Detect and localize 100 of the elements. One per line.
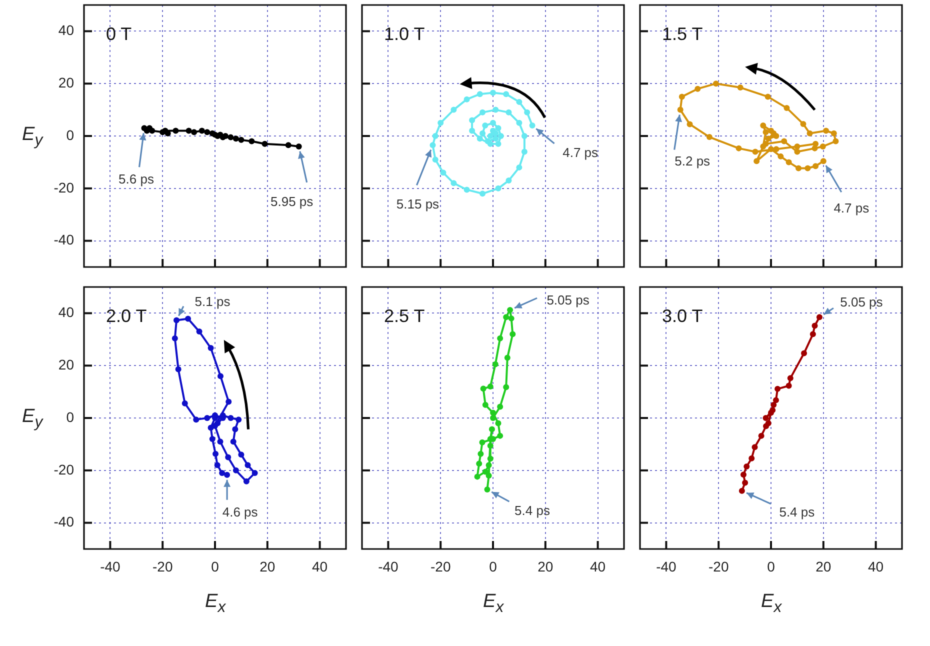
point: [484, 486, 490, 493]
point: [812, 322, 818, 329]
annotation: 4.6 ps: [222, 504, 258, 520]
point: [432, 156, 438, 163]
annotation: 5.4 ps: [779, 504, 816, 520]
point: [193, 416, 200, 423]
point: [182, 400, 188, 406]
point: [677, 106, 684, 113]
point: [285, 142, 292, 148]
point: [516, 120, 522, 126]
point: [492, 130, 499, 136]
point: [232, 467, 239, 474]
text: 2.0 T: [106, 306, 147, 326]
x-tick-label: -40: [656, 558, 677, 574]
point: [764, 94, 771, 100]
point: [498, 133, 504, 139]
x-tick-label: 40: [868, 558, 884, 574]
point: [686, 121, 693, 128]
point: [480, 109, 486, 116]
point: [762, 129, 769, 136]
x-tick-label: 20: [538, 558, 554, 574]
point: [495, 140, 502, 147]
point: [212, 450, 219, 457]
point: [760, 122, 766, 129]
point: [476, 91, 483, 98]
point: [217, 438, 224, 445]
point: [503, 314, 510, 320]
x-axis-title: E$_{x}$: [205, 591, 226, 617]
y-tick-label: 40: [58, 22, 74, 38]
point: [495, 185, 502, 192]
point: [450, 180, 457, 186]
annotation: 5.05 ps: [546, 292, 590, 308]
point: [487, 384, 494, 390]
point: [503, 91, 510, 98]
y-tick-label: -20: [54, 179, 74, 196]
annotation: 5.4 ps: [514, 503, 550, 518]
point: [208, 345, 214, 352]
point: [484, 138, 491, 144]
point: [768, 146, 774, 152]
x-tick-label: 40: [590, 558, 606, 574]
point: [486, 472, 492, 479]
point: [748, 455, 755, 462]
point: [224, 472, 230, 478]
point: [800, 120, 806, 127]
point: [786, 382, 792, 389]
point: [508, 315, 514, 322]
y-tick-label: 40: [58, 304, 74, 320]
point: [794, 143, 800, 150]
point: [438, 120, 444, 126]
point: [219, 470, 226, 476]
point: [762, 140, 769, 147]
x-tick-label: -40: [378, 558, 399, 574]
point: [524, 109, 530, 116]
point: [820, 158, 826, 164]
point: [810, 331, 816, 338]
annotation: 5.2 ps: [674, 153, 711, 168]
x-tick-label: -20: [152, 558, 173, 574]
text: 1.0 T: [384, 24, 425, 44]
point: [469, 117, 476, 124]
point: [516, 164, 522, 170]
point: [474, 474, 480, 480]
point: [832, 138, 839, 144]
point: [238, 136, 244, 143]
point: [504, 354, 510, 361]
y-tick-label: 0: [66, 126, 74, 143]
text: 3.0 T: [662, 306, 703, 326]
point: [762, 415, 769, 421]
point: [770, 402, 777, 408]
point: [492, 136, 499, 142]
point: [770, 130, 777, 136]
x-tick-label: 0: [211, 558, 220, 574]
point: [490, 90, 496, 96]
point: [804, 165, 811, 172]
point: [497, 432, 504, 439]
point: [430, 142, 436, 148]
point: [232, 426, 238, 432]
point: [801, 350, 808, 356]
point: [521, 148, 528, 155]
point: [487, 442, 494, 449]
point: [506, 178, 512, 184]
point: [196, 328, 202, 335]
point: [490, 410, 496, 416]
annotation: 5.1 ps: [194, 294, 231, 309]
annotation: 5.05 ps: [840, 294, 884, 310]
y-axis-title: E$_{y}$: [22, 406, 43, 432]
annotation: 4.7 ps: [562, 145, 599, 160]
point: [742, 480, 748, 486]
x-tick-label: 0: [767, 558, 776, 574]
point: [480, 386, 486, 392]
point: [487, 133, 494, 139]
point: [752, 444, 758, 450]
point: [469, 128, 476, 134]
point: [214, 420, 221, 426]
point: [744, 463, 750, 470]
point: [476, 136, 483, 142]
point: [516, 98, 522, 105]
point: [490, 120, 496, 126]
point: [503, 384, 510, 390]
x-tick-label: -20: [430, 558, 451, 574]
point: [186, 128, 192, 134]
